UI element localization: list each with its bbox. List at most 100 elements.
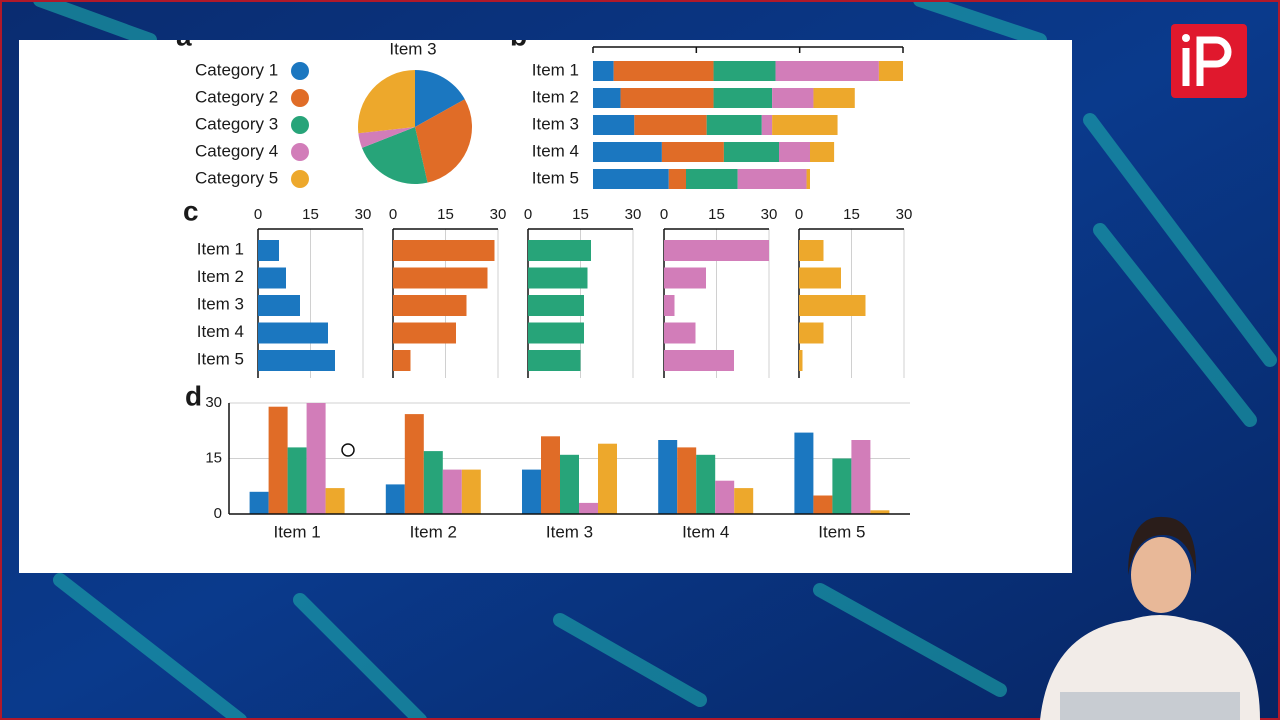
bar-segment <box>772 115 838 135</box>
background-streaks <box>33 0 1277 720</box>
bar <box>664 267 706 289</box>
y-tick-label: Item 3 <box>532 114 579 133</box>
mouse-cursor <box>341 443 355 457</box>
bar <box>306 403 326 514</box>
bar <box>664 322 696 344</box>
bar <box>664 240 769 261</box>
x-tick-label: 0 <box>660 206 668 223</box>
y-tick-label: Item 3 <box>197 294 244 313</box>
panel-label: b <box>510 20 527 51</box>
bar <box>393 240 495 261</box>
bar-segment <box>686 169 738 189</box>
bar-segment <box>593 169 669 189</box>
bar <box>799 322 824 344</box>
bar-segment <box>593 88 621 108</box>
x-tick-label: Item 4 <box>682 522 729 541</box>
bar-segment <box>661 142 724 162</box>
y-tick-label: Item 5 <box>197 349 244 368</box>
bar <box>664 295 675 316</box>
x-tick-label: 0 <box>389 206 397 223</box>
bar <box>258 267 286 289</box>
legend-marker <box>291 89 309 107</box>
bar-segment <box>713 61 776 81</box>
bar <box>560 454 579 514</box>
bar <box>794 432 814 514</box>
bar <box>461 469 481 514</box>
x-tick-label: 30 <box>490 206 507 223</box>
x-tick-label: 30 <box>896 206 913 223</box>
bar-segment <box>810 142 835 162</box>
bar <box>799 295 866 316</box>
panel-label: d <box>185 380 202 411</box>
bar <box>249 491 269 514</box>
bar-segment <box>593 115 635 135</box>
y-tick-label: Item 5 <box>532 168 579 187</box>
bar-segment <box>593 142 662 162</box>
pie-slice <box>361 127 428 184</box>
x-tick-label: 15 <box>572 206 589 223</box>
bar <box>598 443 617 514</box>
bar <box>677 447 697 514</box>
x-tick-label: 30 <box>355 206 372 223</box>
bar <box>325 488 345 514</box>
bar-segment <box>593 61 614 81</box>
bar-segment <box>779 142 810 162</box>
pie-slice <box>357 70 415 134</box>
x-tick-label: 0 <box>795 206 803 223</box>
bar-segment <box>634 115 707 135</box>
bar <box>258 295 300 316</box>
bar <box>734 488 754 514</box>
bar-segment <box>761 115 773 135</box>
bar <box>813 495 833 514</box>
y-tick-label: Item 1 <box>197 239 244 258</box>
legend-label: Category 4 <box>195 141 278 160</box>
legend-label: Category 5 <box>195 168 278 187</box>
bar-segment <box>878 61 903 81</box>
x-tick-label: 15 <box>843 206 860 223</box>
bar-segment <box>806 169 810 189</box>
x-tick-label: 15 <box>302 206 319 223</box>
bar <box>528 267 588 289</box>
bar <box>268 406 288 514</box>
bar <box>442 469 462 514</box>
bar-segment <box>706 115 762 135</box>
bar <box>393 322 456 344</box>
bar <box>528 350 581 371</box>
y-tick-label: 0 <box>214 505 222 522</box>
bar-segment <box>737 169 807 189</box>
chart-title: Item 3 <box>389 39 436 58</box>
legend-label: Category 2 <box>195 87 278 106</box>
x-tick-label: 15 <box>708 206 725 223</box>
logo <box>1171 24 1247 98</box>
bar <box>393 295 467 316</box>
bar-segment <box>775 61 879 81</box>
bar-segment <box>620 88 714 108</box>
bar <box>393 350 411 371</box>
bar-segment <box>613 61 714 81</box>
x-tick-label: 0 <box>254 206 262 223</box>
bar <box>522 469 541 514</box>
bar <box>258 350 335 371</box>
bar-segment <box>723 142 779 162</box>
x-tick-label: 30 <box>761 206 778 223</box>
y-tick-label: Item 4 <box>197 322 244 341</box>
bar <box>385 484 405 514</box>
bar <box>541 436 560 514</box>
x-tick-label: Item 3 <box>546 522 593 541</box>
panel-label: a <box>176 20 192 51</box>
pie-slice <box>415 99 473 183</box>
presenter <box>1040 516 1260 720</box>
y-tick-label: Item 1 <box>532 60 579 79</box>
bar <box>870 510 890 514</box>
bar <box>799 267 841 289</box>
bar <box>664 350 734 371</box>
bar <box>658 440 678 514</box>
legend-marker <box>291 116 309 134</box>
legend-marker <box>291 62 309 80</box>
x-tick-label: 15 <box>437 206 454 223</box>
bar <box>799 350 803 371</box>
bar <box>423 451 443 514</box>
x-tick-label: Item 1 <box>273 522 320 541</box>
bar <box>832 458 852 514</box>
bar-segment <box>668 169 686 189</box>
